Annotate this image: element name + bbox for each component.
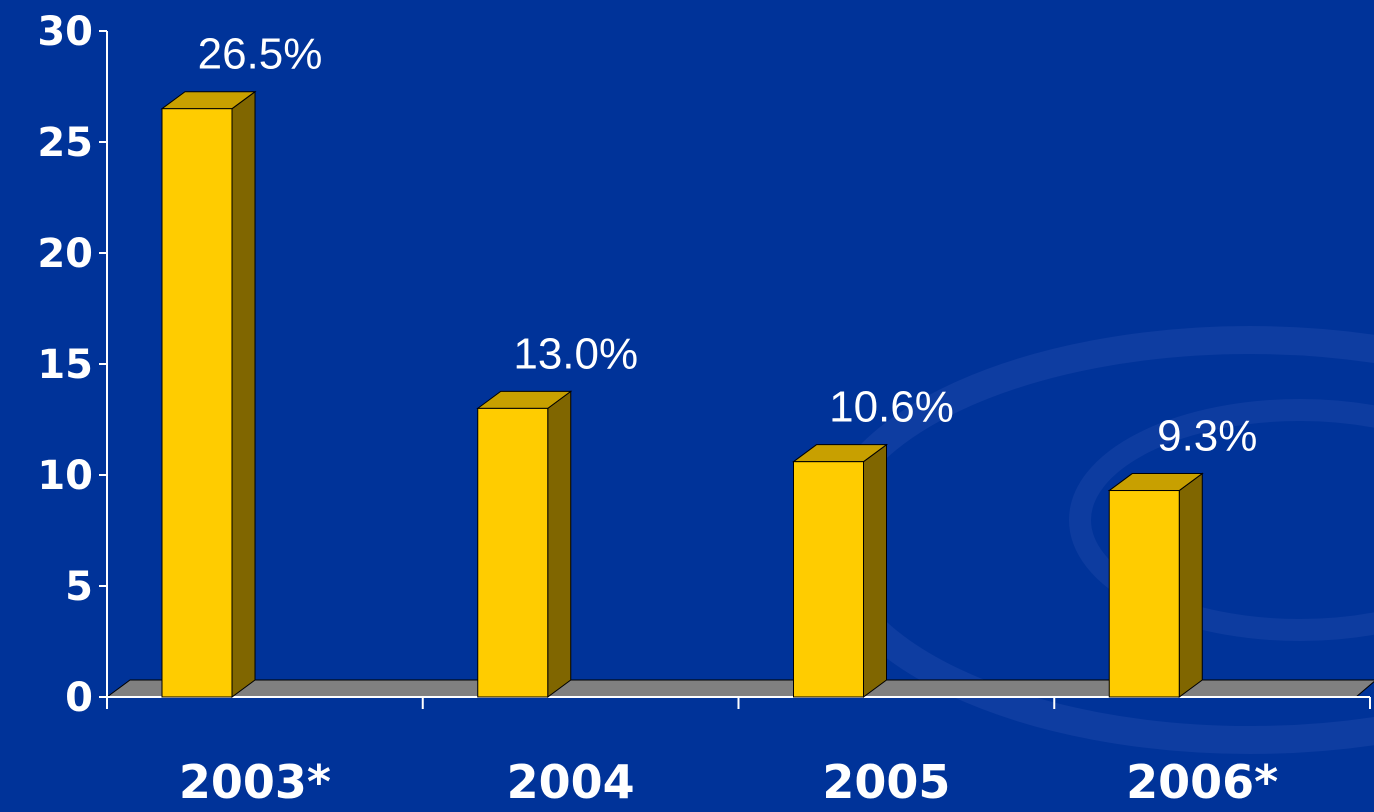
bar-2006* [1107,472,1204,698]
y-tick-label: 20 [37,231,93,277]
y-tick-label: 5 [65,564,93,610]
bar-front-face [477,407,549,698]
bar-side-face [231,90,256,698]
y-tick-label: 25 [37,120,93,166]
y-tick-label: 0 [65,675,93,721]
x-category-label: 2004 [507,755,635,809]
y-tick-label: 10 [37,453,93,499]
data-label: 13.0% [513,329,638,378]
bar-side-face [547,390,572,698]
data-label: 26.5% [198,30,323,79]
x-category-label: 2003* [179,755,331,809]
bar-side-face [863,443,887,698]
bar-side-face [1178,472,1203,698]
bar-front-face [1108,490,1180,698]
y-tick-label: 30 [37,9,93,55]
data-label: 10.6% [829,383,954,432]
y-tick-label: 15 [37,342,93,388]
data-label: 9.3% [1157,412,1257,461]
bar-2004 [476,390,573,698]
x-category-label: 2006* [1126,755,1278,809]
bar-2005 [791,443,889,698]
bar-front-face [793,461,864,698]
bar-2003* [160,90,257,698]
bar-front-face [161,108,233,698]
x-category-label: 2005 [822,755,950,809]
